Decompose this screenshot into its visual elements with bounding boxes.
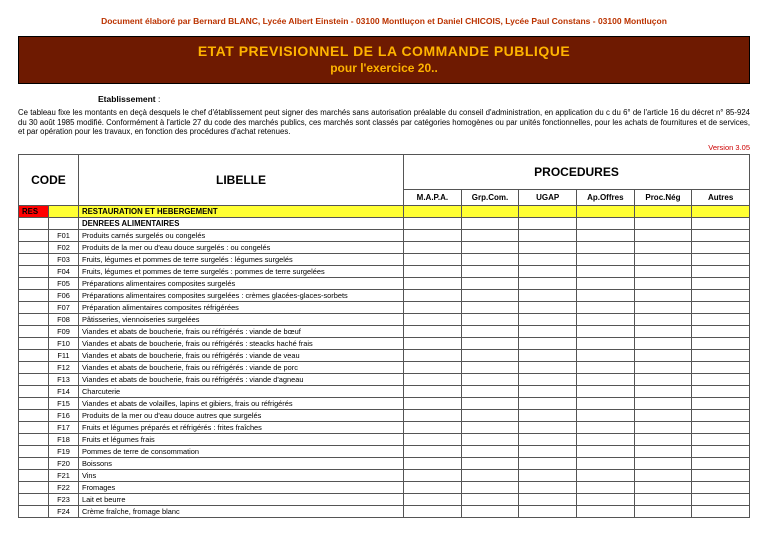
row-libelle: Pommes de terre de consommation — [78, 446, 403, 458]
row-libelle: Fruits et légumes frais — [78, 434, 403, 446]
row-libelle: Lait et beurre — [78, 494, 403, 506]
table-row: F05Préparations alimentaires composites … — [19, 278, 750, 290]
credit-line: Document élaboré par Bernard BLANC, Lycé… — [18, 16, 750, 26]
row-libelle: Préparation alimentaires composites réfr… — [78, 302, 403, 314]
hdr-autres: Autres — [692, 190, 750, 206]
hdr-code: CODE — [19, 155, 79, 206]
table-row: F17Fruits et légumes préparés et réfrigé… — [19, 422, 750, 434]
row-code: F15 — [48, 398, 78, 410]
table-row: F24Crème fraîche, fromage blanc — [19, 506, 750, 518]
row-code: F17 — [48, 422, 78, 434]
row-code: F24 — [48, 506, 78, 518]
row-code: F07 — [48, 302, 78, 314]
row-code: F14 — [48, 386, 78, 398]
title-box: ETAT PREVISIONNEL DE LA COMMANDE PUBLIQU… — [18, 36, 750, 84]
row-libelle: Viandes et abats de boucherie, frais ou … — [78, 362, 403, 374]
row-code: F01 — [48, 230, 78, 242]
row-libelle: Crème fraîche, fromage blanc — [78, 506, 403, 518]
row-libelle: Viandes et abats de boucherie, frais ou … — [78, 338, 403, 350]
table-row: F15Viandes et abats de volailles, lapins… — [19, 398, 750, 410]
row-code: F09 — [48, 326, 78, 338]
table-row: F01Produits carnés surgelés ou congelés — [19, 230, 750, 242]
row-code: F21 — [48, 470, 78, 482]
hdr-procedures: PROCEDURES — [404, 155, 750, 190]
table-row: F18Fruits et légumes frais — [19, 434, 750, 446]
row-code: F10 — [48, 338, 78, 350]
row-code: F16 — [48, 410, 78, 422]
row-libelle: Fruits, légumes et pommes de terre surge… — [78, 254, 403, 266]
row-code: F13 — [48, 374, 78, 386]
row-libelle: Viandes et abats de boucherie, frais ou … — [78, 350, 403, 362]
row-code: F05 — [48, 278, 78, 290]
row-libelle: Fruits et légumes préparés et réfrigérés… — [78, 422, 403, 434]
row-libelle: Fruits, légumes et pommes de terre surge… — [78, 266, 403, 278]
row-libelle: Préparations alimentaires composites sur… — [78, 278, 403, 290]
row-code: F22 — [48, 482, 78, 494]
main-table: CODE LIBELLE PROCEDURES M.A.P.A. Grp.Com… — [18, 154, 750, 518]
category-blank — [48, 206, 78, 218]
row-libelle: Vins — [78, 470, 403, 482]
title-line-1: ETAT PREVISIONNEL DE LA COMMANDE PUBLIQU… — [19, 43, 749, 59]
row-code: F08 — [48, 314, 78, 326]
row-code: F18 — [48, 434, 78, 446]
table-row: F06Préparations alimentaires composites … — [19, 290, 750, 302]
hdr-grpcom: Grp.Com. — [461, 190, 519, 206]
table-row: F22Fromages — [19, 482, 750, 494]
table-row: F04Fruits, légumes et pommes de terre su… — [19, 266, 750, 278]
row-libelle: Viandes et abats de volailles, lapins et… — [78, 398, 403, 410]
table-row: F14Charcuterie — [19, 386, 750, 398]
hdr-ugap: UGAP — [519, 190, 577, 206]
row-code: F23 — [48, 494, 78, 506]
category-label: RESTAURATION ET HEBERGEMENT — [78, 206, 403, 218]
row-code: F11 — [48, 350, 78, 362]
row-libelle: Fromages — [78, 482, 403, 494]
category-code: RES — [19, 206, 49, 218]
table-row: F13Viandes et abats de boucherie, frais … — [19, 374, 750, 386]
row-libelle: Produits carnés surgelés ou congelés — [78, 230, 403, 242]
row-libelle: Charcuterie — [78, 386, 403, 398]
row-code: F02 — [48, 242, 78, 254]
hdr-libelle: LIBELLE — [78, 155, 403, 206]
table-row: F07Préparation alimentaires composites r… — [19, 302, 750, 314]
subcategory-label: DENREES ALIMENTAIRES — [78, 218, 403, 230]
row-libelle: Viandes et abats de boucherie, frais ou … — [78, 374, 403, 386]
row-libelle: Produits de la mer ou d'eau douce surgel… — [78, 242, 403, 254]
table-row: F12Viandes et abats de boucherie, frais … — [19, 362, 750, 374]
version-label: Version 3.05 — [18, 143, 750, 152]
table-row: F10Viandes et abats de boucherie, frais … — [19, 338, 750, 350]
table-row: F16Produits de la mer ou d'eau douce aut… — [19, 410, 750, 422]
table-row: F21Vins — [19, 470, 750, 482]
row-libelle: Produits de la mer ou d'eau douce autres… — [78, 410, 403, 422]
title-line-2: pour l'exercice 20.. — [19, 61, 749, 75]
row-libelle: Viandes et abats de boucherie, frais ou … — [78, 326, 403, 338]
row-code: F06 — [48, 290, 78, 302]
row-code: F12 — [48, 362, 78, 374]
row-code: F03 — [48, 254, 78, 266]
row-code: F19 — [48, 446, 78, 458]
row-libelle: Pâtisseries, viennoiseries surgelées — [78, 314, 403, 326]
table-row: F11Viandes et abats de boucherie, frais … — [19, 350, 750, 362]
table-row: F20Boissons — [19, 458, 750, 470]
row-libelle: Préparations alimentaires composites sur… — [78, 290, 403, 302]
intro-paragraph: Ce tableau fixe les montants en deçà des… — [18, 108, 750, 137]
hdr-mapa: M.A.P.A. — [404, 190, 462, 206]
table-row: F02Produits de la mer ou d'eau douce sur… — [19, 242, 750, 254]
table-row: F19Pommes de terre de consommation — [19, 446, 750, 458]
row-code: F04 — [48, 266, 78, 278]
category-row: RES RESTAURATION ET HEBERGEMENT — [19, 206, 750, 218]
hdr-procneg: Proc.Nég — [634, 190, 692, 206]
table-row: F23Lait et beurre — [19, 494, 750, 506]
row-libelle: Boissons — [78, 458, 403, 470]
hdr-apoffres: Ap.Offres — [576, 190, 634, 206]
row-code: F20 — [48, 458, 78, 470]
table-row: F08Pâtisseries, viennoiseries surgelées — [19, 314, 750, 326]
etab-label: Etablissement : — [98, 94, 750, 104]
table-row: F09Viandes et abats de boucherie, frais … — [19, 326, 750, 338]
subcategory-row: DENREES ALIMENTAIRES — [19, 218, 750, 230]
table-row: F03Fruits, légumes et pommes de terre su… — [19, 254, 750, 266]
